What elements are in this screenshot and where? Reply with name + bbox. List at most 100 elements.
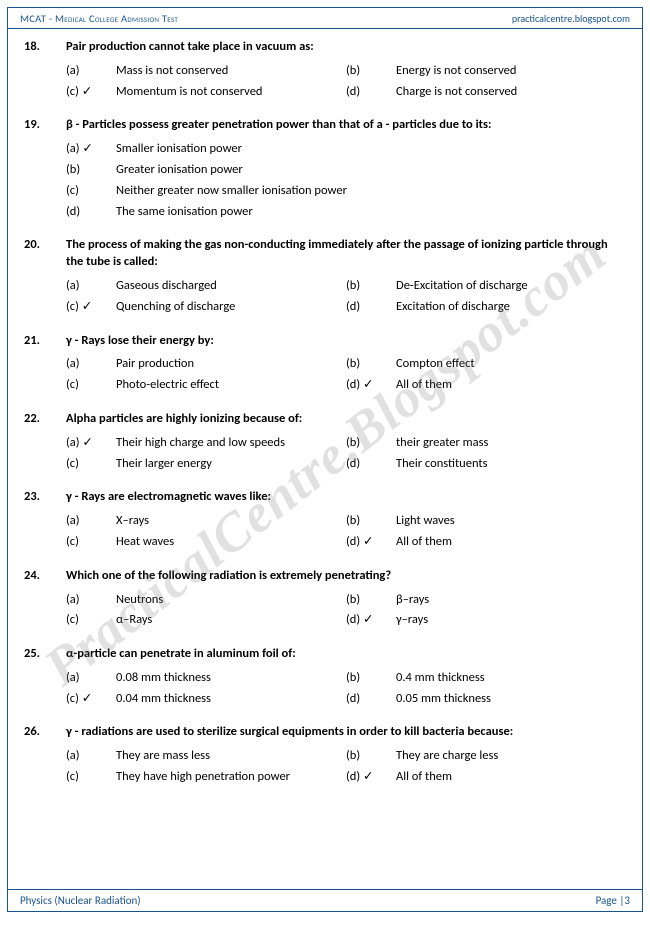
footer-page: Page |3 — [596, 894, 630, 907]
option-text: β–rays — [396, 591, 626, 610]
option: (c)Neither greater now smaller ionisatio… — [66, 182, 626, 201]
option-label: (b) — [346, 277, 396, 296]
question-text: Pair production cannot take place in vac… — [66, 39, 626, 56]
question-text: α-particle can penetrate in aluminum foi… — [66, 646, 626, 663]
option-text: Their larger energy — [116, 455, 346, 474]
option-row: (c)Photo-electric effect(d) ✓All of them — [66, 376, 626, 395]
options-block: (a) ✓Smaller ionisation power (b)Greater … — [24, 140, 626, 221]
option-label: (d) ✓ — [346, 768, 396, 787]
option: (b)Compton effect — [346, 355, 626, 374]
option-label: (d) — [66, 203, 116, 222]
option-text: Smaller ionisation power — [116, 140, 626, 159]
options-block: (a)X–rays(b)Light waves(c)Heat waves(d) … — [24, 512, 626, 552]
option-text: Excitation of discharge — [396, 298, 626, 317]
footer-subject: Physics (Nuclear Radiation) — [20, 894, 141, 907]
option: (a)Pair production — [66, 355, 346, 374]
question-header: 20.The process of making the gas non-con… — [24, 237, 626, 271]
option-text: 0.05 mm thickness — [396, 690, 626, 709]
question: 25.α-particle can penetrate in aluminum … — [24, 646, 626, 708]
option-text: Momentum is not conserved — [116, 83, 346, 102]
page-frame: MCAT - Medical College Admission Test pr… — [7, 7, 643, 912]
header-title: MCAT - Medical College Admission Test — [20, 12, 178, 25]
option: (b)Greater ionisation power — [66, 161, 626, 180]
page-header: MCAT - Medical College Admission Test pr… — [8, 8, 642, 29]
option-label: (c) — [66, 611, 116, 630]
option-text: Heat waves — [116, 533, 346, 552]
option-text: All of them — [396, 376, 626, 395]
option-label: (a) ✓ — [66, 140, 116, 159]
option: (b)their greater mass — [346, 434, 626, 453]
question-header: 18.Pair production cannot take place in … — [24, 39, 626, 56]
option-text: De-Excitation of discharge — [396, 277, 626, 296]
option-row: (a)They are mass less(b)They are charge … — [66, 747, 626, 766]
option-label: (a) — [66, 355, 116, 374]
question-text: Alpha particles are highly ionizing beca… — [66, 411, 626, 428]
option-row: (a)Gaseous discharged(b)De-Excitation of… — [66, 277, 626, 296]
option-label: (c) — [66, 455, 116, 474]
question-number: 25. — [24, 646, 66, 663]
options-block: (a) ✓Their high charge and low speeds(b)… — [24, 434, 626, 474]
option: (d) ✓All of them — [346, 533, 626, 552]
option-text: Quenching of discharge — [116, 298, 346, 317]
option-label: (c) ✓ — [66, 298, 116, 317]
question-header: 26.γ - radiations are used to sterilize … — [24, 724, 626, 741]
option: (c) ✓Quenching of discharge — [66, 298, 346, 317]
option-text: They are charge less — [396, 747, 626, 766]
option-text: Pair production — [116, 355, 346, 374]
option: (d)0.05 mm thickness — [346, 690, 626, 709]
question-text: γ - radiations are used to sterilize sur… — [66, 724, 626, 741]
option: (b)β–rays — [346, 591, 626, 610]
option-label: (b) — [346, 434, 396, 453]
option-row: (a)Mass is not conserved(b)Energy is not… — [66, 62, 626, 81]
option: (b)De-Excitation of discharge — [346, 277, 626, 296]
option: (c)They have high penetration power — [66, 768, 346, 787]
option-label: (a) ✓ — [66, 434, 116, 453]
option-text: Mass is not conserved — [116, 62, 346, 81]
option: (a)Neutrons — [66, 591, 346, 610]
option: (d)The same ionisation power — [66, 203, 626, 222]
option-text: Gaseous discharged — [116, 277, 346, 296]
question-number: 26. — [24, 724, 66, 741]
question-text: β - Particles possess greater penetratio… — [66, 117, 626, 134]
question-number: 18. — [24, 39, 66, 56]
option-text: All of them — [396, 768, 626, 787]
option-label: (d) — [346, 83, 396, 102]
option-row: (b)Greater ionisation power — [66, 161, 626, 180]
option-label: (d) — [346, 298, 396, 317]
option-text: Their constituents — [396, 455, 626, 474]
option: (d)Charge is not conserved — [346, 83, 626, 102]
option-text: 0.04 mm thickness — [116, 690, 346, 709]
option-text: They have high penetration power — [116, 768, 346, 787]
option-row: (c) ✓0.04 mm thickness(d)0.05 mm thickne… — [66, 690, 626, 709]
option: (a)They are mass less — [66, 747, 346, 766]
option-row: (a)Neutrons(b)β–rays — [66, 591, 626, 610]
option-text: Energy is not conserved — [396, 62, 626, 81]
option-text: γ–rays — [396, 611, 626, 630]
option-text: Compton effect — [396, 355, 626, 374]
option: (d) ✓γ–rays — [346, 611, 626, 630]
option-label: (b) — [346, 747, 396, 766]
question-header: 19.β - Particles possess greater penetra… — [24, 117, 626, 134]
option-row: (c)Neither greater now smaller ionisatio… — [66, 182, 626, 201]
question-header: 21.γ - Rays lose their energy by: — [24, 333, 626, 350]
question-number: 24. — [24, 568, 66, 585]
option-label: (a) — [66, 62, 116, 81]
option: (a) ✓Smaller ionisation power — [66, 140, 626, 159]
options-block: (a)Neutrons(b)β–rays(c)α–Rays(d) ✓γ–rays — [24, 591, 626, 631]
question: 21.γ - Rays lose their energy by: (a)Pair… — [24, 333, 626, 395]
option-row: (c)Their larger energy(d)Their constitue… — [66, 455, 626, 474]
option: (b)They are charge less — [346, 747, 626, 766]
option-text: Neutrons — [116, 591, 346, 610]
option-text: Photo-electric effect — [116, 376, 346, 395]
question-number: 21. — [24, 333, 66, 350]
option-text: Neither greater now smaller ionisation p… — [116, 182, 626, 201]
question-text: The process of making the gas non-conduc… — [66, 237, 626, 271]
option-label: (c) — [66, 376, 116, 395]
option-text: 0.4 mm thickness — [396, 669, 626, 688]
option-row: (c) ✓Momentum is not conserved(d)Charge … — [66, 83, 626, 102]
option-text: 0.08 mm thickness — [116, 669, 346, 688]
option-label: (d) — [346, 690, 396, 709]
option-label: (a) — [66, 591, 116, 610]
option: (d)Their constituents — [346, 455, 626, 474]
option-text: The same ionisation power — [116, 203, 626, 222]
